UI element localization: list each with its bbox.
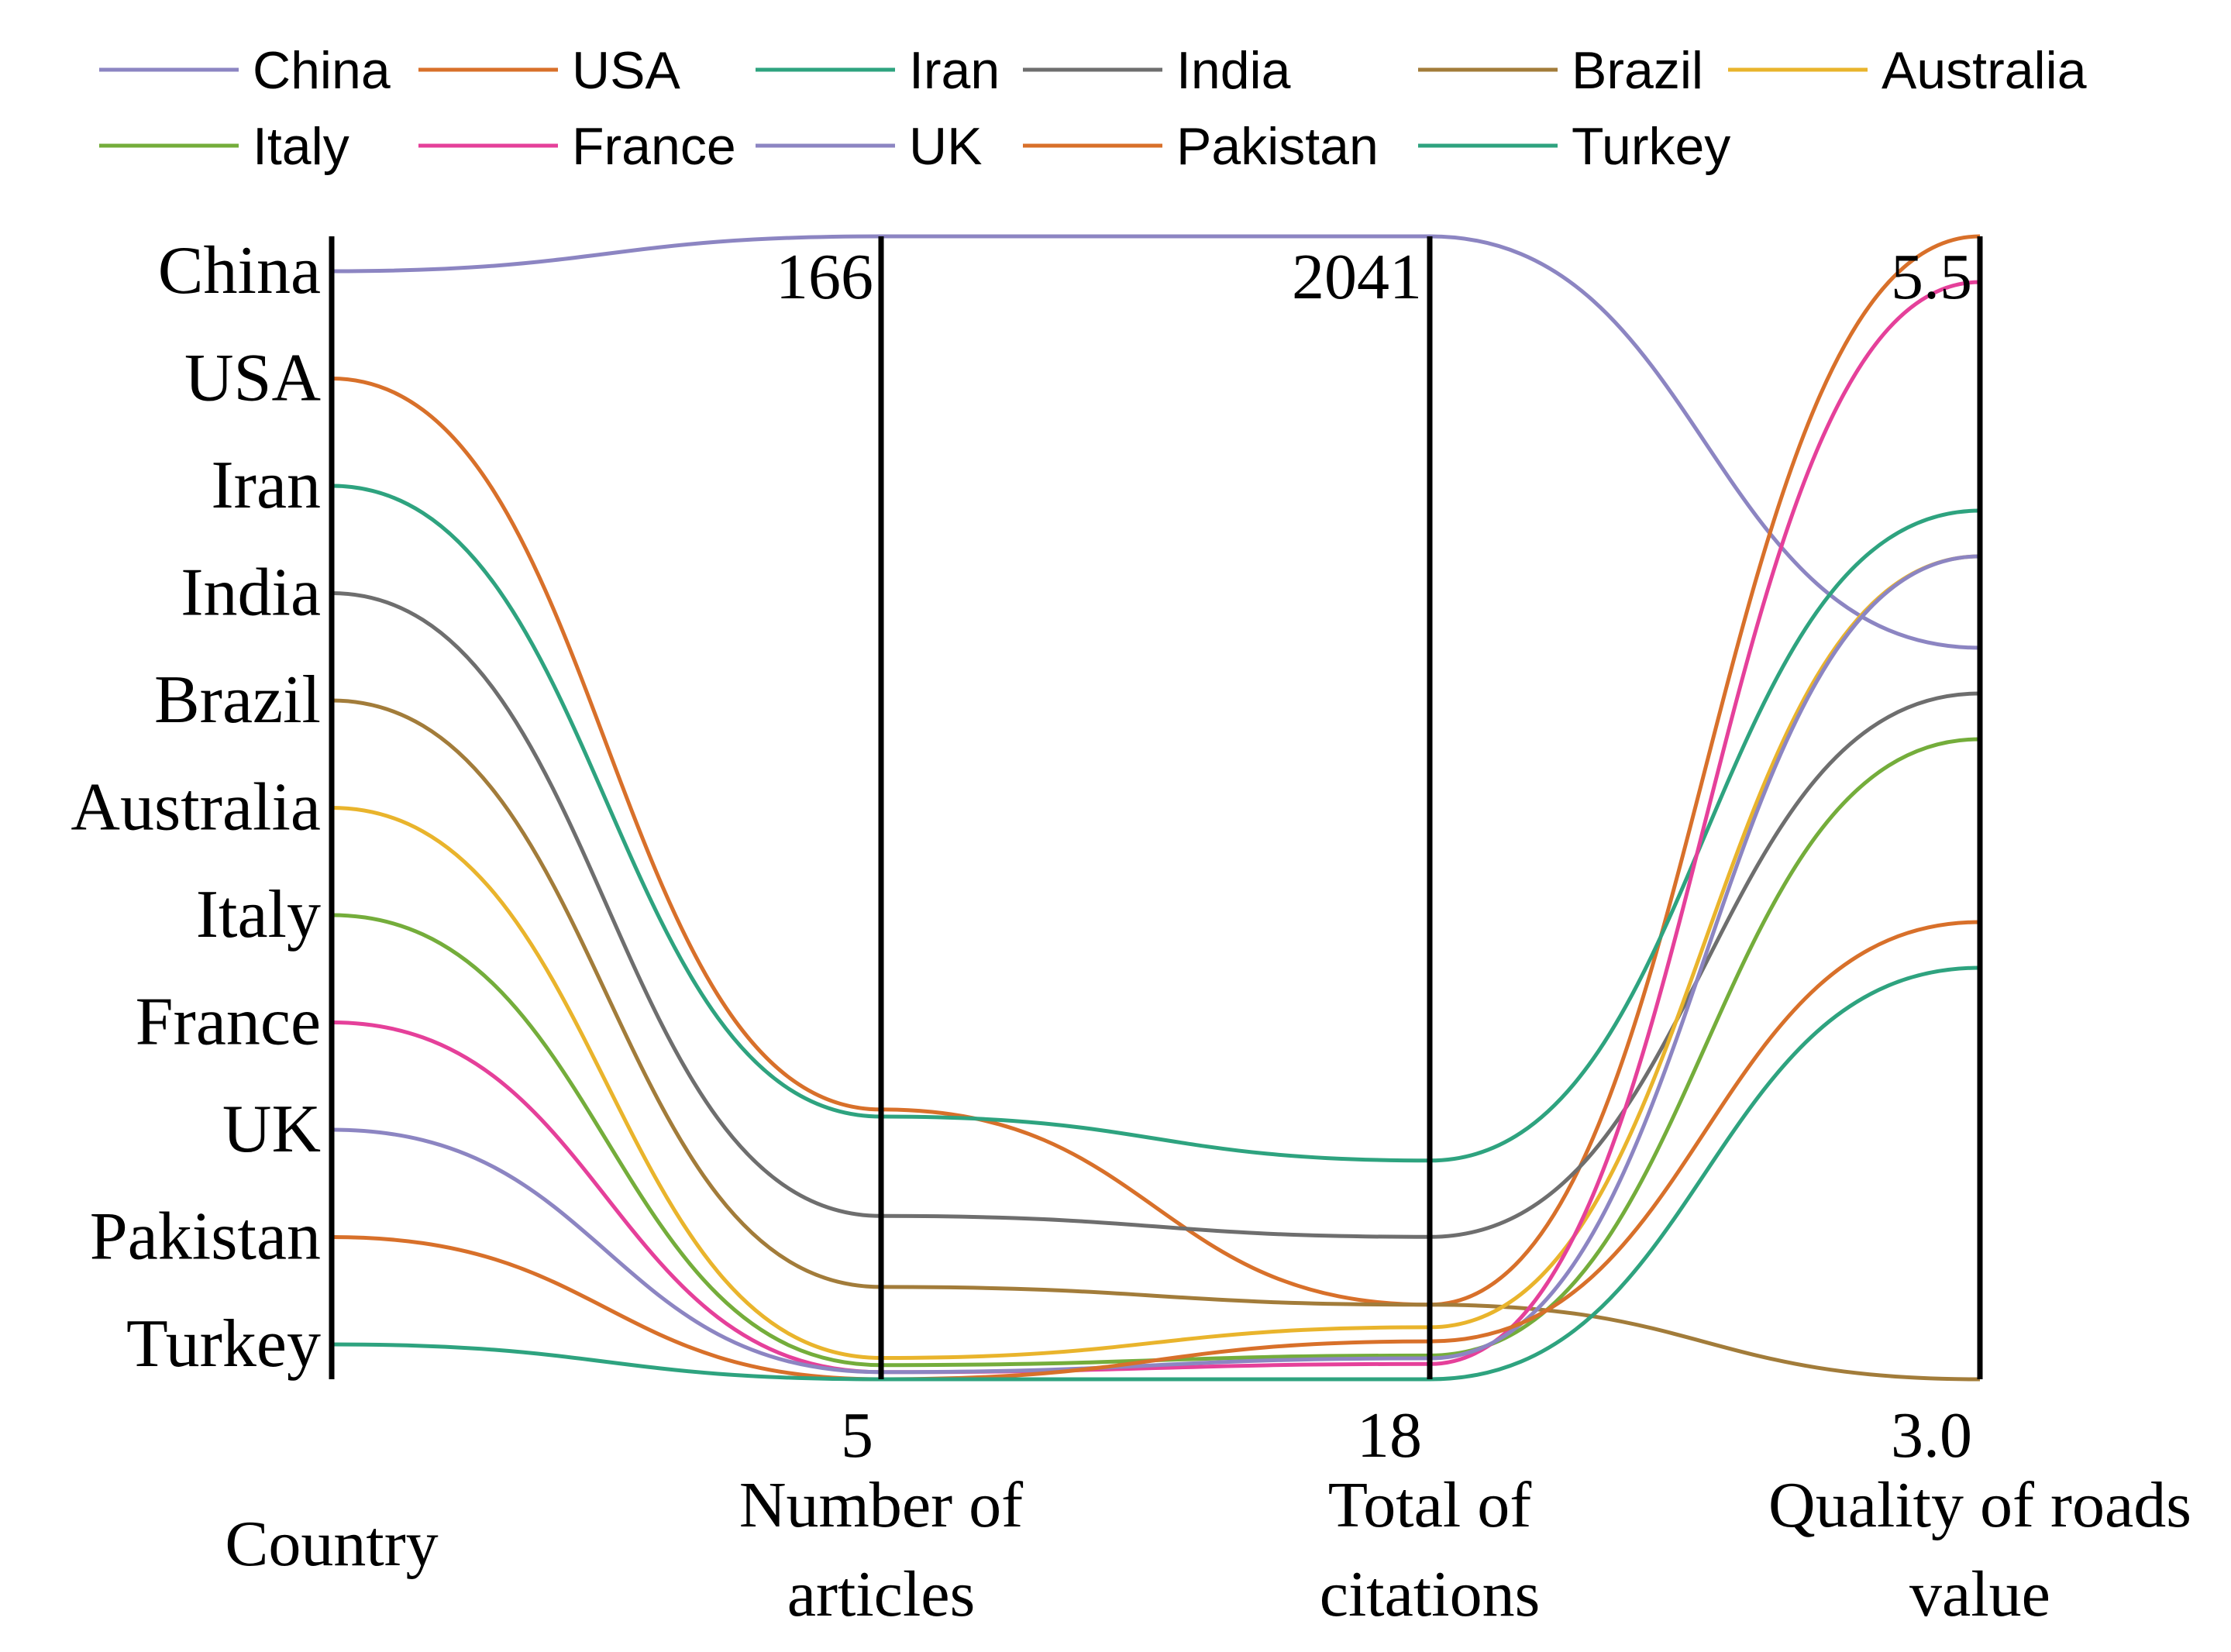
- series-line-australia: [331, 554, 1981, 1361]
- legend-label-turkey: Turkey: [1572, 117, 1730, 176]
- series-line-brazil: [331, 698, 1981, 1382]
- legend-label-brazil: Brazil: [1572, 41, 1703, 100]
- legend-label-china: China: [253, 41, 391, 100]
- country-tick-italy: Italy: [196, 877, 321, 952]
- country-tick-uk: UK: [222, 1092, 321, 1167]
- series-line-uk: [331, 554, 1981, 1375]
- axis-min-label-number-of-articles: 5: [841, 1399, 873, 1471]
- series-lines: [331, 234, 1981, 1382]
- series-line-turkey: [331, 965, 1981, 1382]
- axis-title-country-line-1: Country: [225, 1508, 438, 1580]
- series-line-pakistan: [331, 920, 1981, 1382]
- country-tick-australia: Australia: [71, 770, 321, 845]
- legend-label-australia: Australia: [1882, 41, 2087, 100]
- axis-title-total-of-citations-line-1: Total of: [1328, 1469, 1531, 1541]
- country-tick-brazil: Brazil: [154, 663, 321, 738]
- legend-label-iran: Iran: [909, 41, 1000, 100]
- axis-max-label-number-of-articles: 166: [776, 241, 873, 313]
- axis-min-label-total-of-citations: 18: [1357, 1399, 1422, 1471]
- series-line-china: [331, 234, 1981, 650]
- axes: [329, 236, 1983, 1379]
- axis-max-label-quality-of-roads-value: 5.5: [1891, 241, 1972, 313]
- legend-label-uk: UK: [909, 117, 982, 176]
- legend-label-usa: USA: [572, 41, 680, 100]
- country-tick-china: China: [158, 233, 321, 308]
- country-tick-usa: USA: [184, 341, 321, 416]
- series-line-italy: [331, 737, 1981, 1368]
- series-line-iran: [331, 484, 1981, 1163]
- axis-max-label-total-of-citations: 2041: [1292, 241, 1422, 313]
- legend-label-france: France: [572, 117, 736, 176]
- axis-title-total-of-citations-line-2: citations: [1320, 1558, 1541, 1630]
- country-tick-turkey: Turkey: [126, 1306, 321, 1382]
- axis-title-number-of-articles-line-1: Number of: [739, 1469, 1023, 1541]
- legend: China USA Iran India Brazil Australia Italy Fra…: [99, 41, 2087, 176]
- country-tick-pakistan: Pakistan: [90, 1199, 321, 1275]
- axis-min-label-quality-of-roads-value: 3.0: [1891, 1399, 1972, 1471]
- axis-title-number-of-articles-line-2: articles: [787, 1558, 976, 1630]
- country-tick-france: France: [136, 985, 321, 1060]
- series-line-france: [331, 280, 1981, 1375]
- legend-label-italy: Italy: [253, 117, 349, 176]
- axis-title-quality-of-roads-value-line-1: Quality of roads: [1768, 1469, 2191, 1541]
- country-tick-india: India: [181, 556, 321, 631]
- legend-label-pakistan: Pakistan: [1176, 117, 1379, 176]
- legend-label-india: India: [1176, 41, 1291, 100]
- series-line-india: [331, 591, 1981, 1239]
- axis-labels: China USA Iran India Brazil Australia Italy Fra…: [71, 233, 2191, 1630]
- axis-title-quality-of-roads-value-line-2: value: [1909, 1558, 2050, 1630]
- country-tick-iran: Iran: [211, 448, 321, 523]
